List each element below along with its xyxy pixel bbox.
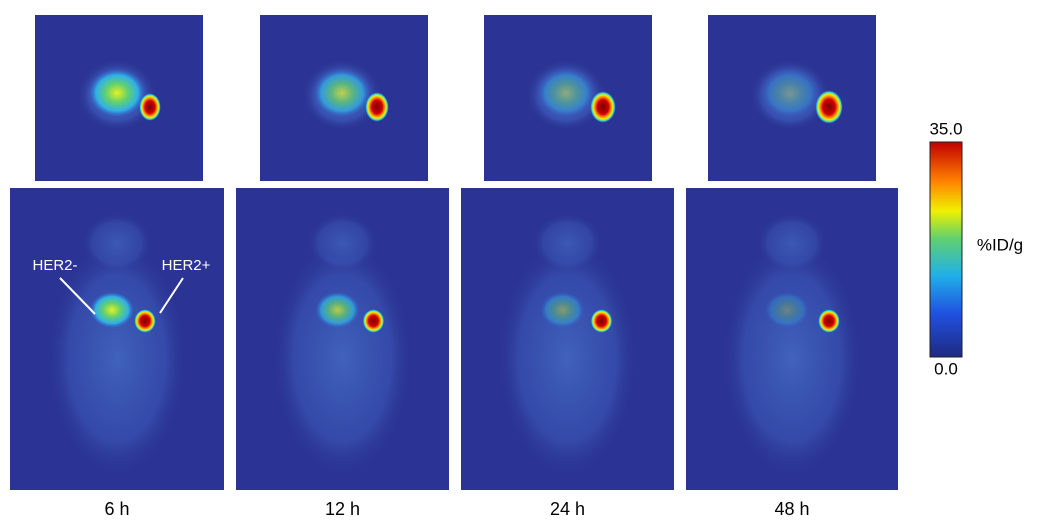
tumor-uptake — [815, 90, 843, 124]
head-uptake — [82, 213, 152, 273]
organ-uptake — [316, 292, 360, 328]
tumor-uptake — [134, 309, 156, 333]
tumor-uptake — [139, 93, 161, 121]
time-label: 24 h — [550, 499, 585, 519]
annotation: HER2- — [32, 257, 77, 274]
head-uptake — [308, 213, 378, 273]
body-uptake — [47, 238, 187, 478]
annotation: HER2+ — [162, 257, 211, 274]
organ-uptake — [762, 69, 818, 117]
tumor-uptake — [590, 91, 616, 123]
head-uptake — [533, 213, 603, 273]
tumor-uptake — [591, 309, 613, 333]
organ-uptake — [89, 69, 145, 117]
organ-uptake — [765, 292, 809, 328]
colorbar-label: 35.0 — [929, 119, 962, 138]
time-label: 6 h — [104, 499, 129, 519]
tumor-uptake — [363, 309, 385, 333]
organ-uptake — [90, 292, 134, 328]
tumor-uptake — [365, 92, 389, 122]
time-label: 48 h — [774, 499, 809, 519]
body-uptake — [722, 238, 862, 478]
time-label: 12 h — [325, 499, 360, 519]
organ-uptake — [314, 69, 370, 117]
organ-uptake — [538, 69, 594, 117]
panels: 6 h 12 h 24 h 48 h — [10, 15, 898, 519]
organ-uptake — [541, 292, 585, 328]
body-uptake — [498, 238, 638, 478]
figure: 6 h 12 h 24 h 48 h HER2- HER2+ %ID/g 35.0 0.… — [0, 0, 1043, 523]
tumor-uptake — [818, 309, 840, 333]
colorbar-unit: %ID/g — [977, 235, 1023, 254]
head-uptake — [757, 213, 827, 273]
colorbar-label: 0.0 — [934, 359, 958, 378]
colorbar — [930, 142, 962, 357]
body-uptake — [273, 238, 413, 478]
